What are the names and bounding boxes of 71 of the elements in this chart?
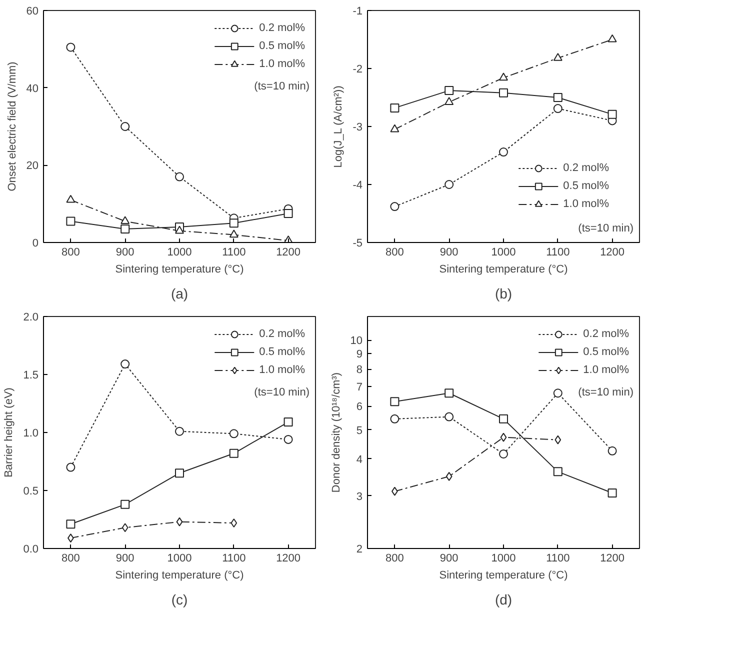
y-tick-label: 10	[350, 335, 363, 348]
x-tick-label: 800	[62, 246, 80, 258]
y-tick-label: -3	[352, 122, 362, 134]
y-axis-title: Donor density (10¹⁸/cm³)	[330, 372, 342, 493]
x-tick-label: 1100	[546, 552, 570, 564]
x-tick-label: 900	[116, 246, 134, 258]
legend-label: 0.5 mol%	[259, 345, 305, 360]
text: (c)	[171, 592, 188, 608]
y-tick-label: -1	[352, 6, 362, 18]
text: (b)	[494, 286, 512, 302]
y-tick-label: 5	[356, 424, 363, 437]
annotation: (ts=10 min)	[578, 386, 634, 398]
text: (a)	[170, 286, 188, 302]
legend-label: 0.5 mol%	[583, 345, 629, 360]
legend-label: 0.5 mol%	[259, 39, 305, 54]
y-tick-label: 0	[32, 238, 39, 250]
text: (d)	[494, 592, 512, 608]
y-tick-label: 7	[356, 381, 363, 394]
legend-label: 0.2 mol%	[259, 327, 305, 342]
x-axis-title: Sintering temperature (°C)	[115, 570, 244, 582]
legend-label: 1.0 mol%	[259, 57, 305, 72]
y-tick-label: 9	[356, 348, 363, 361]
y-tick-label: 0.0	[23, 544, 39, 556]
x-tick-label: 1200	[276, 246, 301, 258]
x-tick-label: 1000	[491, 552, 516, 564]
legend-label: 1.0 mol%	[563, 197, 609, 212]
y-tick-label: 2.0	[23, 312, 39, 324]
legend-label: 0.2 mol%	[583, 327, 629, 342]
x-tick-label: 1200	[600, 246, 625, 258]
annotation: (ts=10 min)	[254, 386, 310, 398]
y-tick-label: 6	[356, 401, 363, 414]
x-tick-label: 800	[62, 552, 80, 564]
x-tick-label: 900	[116, 552, 134, 564]
x-tick-label: 800	[386, 246, 404, 258]
x-axis-title: Sintering temperature (°C)	[439, 570, 568, 582]
y-tick-label: 2	[356, 544, 363, 556]
x-tick-label: 1100	[222, 246, 246, 258]
x-tick-label: 900	[440, 552, 458, 564]
legend-label: 1.0 mol%	[259, 363, 305, 378]
y-tick-label: 3	[356, 491, 363, 503]
legend-label: 1.0 mol%	[583, 363, 629, 378]
y-tick-label: 4	[356, 454, 363, 466]
x-tick-label: 900	[440, 246, 458, 258]
y-tick-label: -4	[352, 180, 362, 192]
y-axis-title: Barrier height (eV)	[3, 388, 16, 478]
x-tick-label: 1000	[491, 246, 516, 258]
legend-label: 0.2 mol%	[563, 161, 609, 176]
y-tick-label: 0.5	[23, 486, 39, 498]
x-tick-label: 1100	[222, 552, 246, 564]
x-tick-label: 1000	[167, 552, 192, 564]
x-tick-label: 1100	[546, 246, 570, 258]
x-tick-label: 1200	[600, 552, 625, 564]
x-tick-label: 1200	[276, 552, 301, 564]
y-tick-label: 20	[26, 160, 39, 172]
y-tick-label: 1.0	[23, 428, 39, 440]
annotation: (ts=10 min)	[254, 80, 310, 92]
legend-label: 0.2 mol%	[259, 21, 305, 36]
x-tick-label: 800	[386, 552, 404, 564]
y-axis-title: Onset electric field (V/mm)	[6, 62, 18, 192]
y-axis-title: Log(J_L (A/cm²))	[332, 86, 345, 168]
y-tick-label: -2	[352, 64, 362, 76]
y-tick-label: 40	[26, 82, 39, 95]
y-tick-label: 60	[26, 6, 39, 18]
x-axis-title: Sintering temperature (°C)	[115, 264, 244, 276]
x-axis-title: Sintering temperature (°C)	[439, 264, 568, 276]
y-tick-label: 8	[356, 364, 363, 376]
legend-label: 0.5 mol%	[563, 179, 609, 194]
y-tick-label: -5	[352, 238, 362, 250]
annotation: (ts=10 min)	[578, 222, 634, 234]
y-tick-label: 1.5	[23, 370, 39, 382]
x-tick-label: 1000	[167, 246, 192, 258]
